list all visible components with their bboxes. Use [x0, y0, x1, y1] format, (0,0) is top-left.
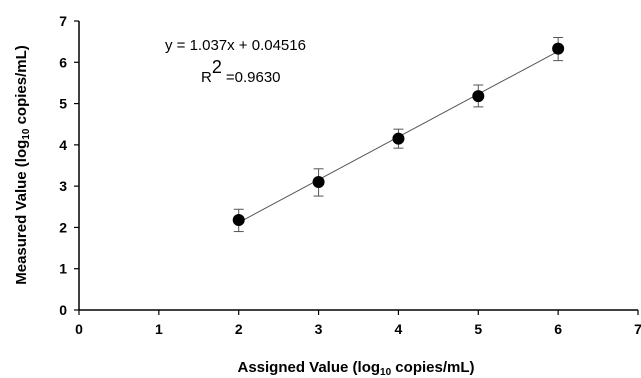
x-axis-title: Assigned Value (log10 copies/mL): [237, 359, 474, 378]
x-tick-label: 7: [634, 321, 641, 337]
data-point: [312, 176, 325, 189]
y-tick-label: 1: [59, 261, 67, 277]
x-tick-label: 6: [554, 321, 562, 337]
y-tick-label: 3: [59, 178, 67, 194]
y-tick-label: 7: [59, 13, 67, 29]
y-tick-label: 2: [59, 219, 67, 235]
y-axis-title-post: copies/mL): [13, 45, 30, 128]
regression-equation: y = 1.037x + 0.04516: [165, 37, 306, 54]
y-tick-label: 0: [59, 302, 67, 318]
x-tick-label: 1: [155, 321, 163, 337]
r-squared-exponent: 2: [212, 57, 222, 77]
data-point: [392, 132, 405, 145]
y-axis-title-pre: Measured Value (log: [13, 140, 30, 285]
x-axis-title-pre: Assigned Value (log: [237, 359, 380, 376]
y-axis-title: Measured Value (log10 copies/mL): [13, 45, 32, 285]
x-tick-label: 3: [315, 321, 323, 337]
data-point: [232, 213, 245, 226]
data-point-group: [312, 168, 325, 197]
x-tick-label: 0: [75, 321, 83, 337]
data-point-group: [392, 128, 405, 149]
y-tick-label: 5: [59, 96, 67, 112]
x-axis-title-post: copies/mL): [391, 359, 474, 376]
data-point-group: [552, 37, 565, 62]
data-point: [472, 90, 485, 103]
x-tick-label: 5: [474, 321, 482, 337]
r-squared-base: R: [201, 69, 212, 86]
y-axis-title-sub: 10: [21, 128, 32, 140]
x-tick-label: 2: [235, 321, 243, 337]
x-axis-title-sub: 10: [380, 367, 392, 378]
data-point-group: [472, 84, 485, 108]
data-points: [232, 37, 565, 233]
r-squared-value: =0.9630: [226, 69, 281, 86]
data-point-group: [232, 208, 245, 233]
r-squared-label: R2=0.9630: [201, 57, 281, 86]
x-tick-label: 4: [395, 321, 403, 337]
y-tick-label: 4: [59, 137, 67, 153]
axes: [78, 21, 638, 311]
y-axis-ticks: 0 1 2 3 4 5 6 7: [59, 13, 79, 318]
x-axis-ticks: 0 1 2 3 4 5 6 7: [75, 310, 641, 337]
data-point: [552, 42, 565, 55]
y-tick-label: 6: [59, 54, 67, 70]
